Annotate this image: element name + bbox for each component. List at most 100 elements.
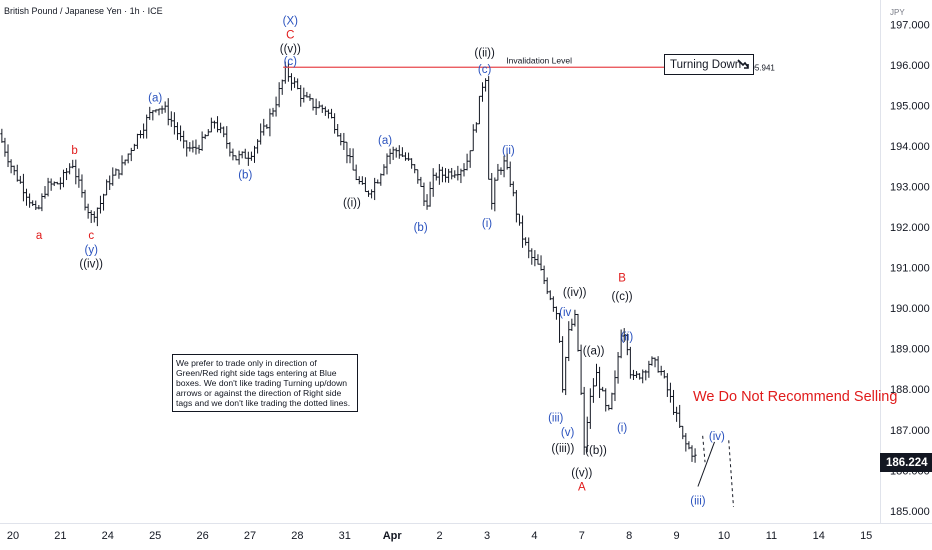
ohlc-bar-175 bbox=[539, 255, 543, 271]
ohlc-bar-185 bbox=[570, 318, 574, 331]
ohlc-bar-33 bbox=[101, 193, 106, 211]
ohlc-bar-170 bbox=[524, 237, 528, 246]
ohlc-bar-168 bbox=[517, 213, 522, 226]
ohlc-bar-16 bbox=[49, 178, 53, 191]
x-tick-label-12: 7 bbox=[579, 530, 585, 542]
ohlc-bar-179 bbox=[551, 296, 555, 312]
ohlc-bar-19 bbox=[58, 177, 62, 190]
ohlc-bar-131 bbox=[403, 152, 408, 161]
wave-label-24: ((b)) bbox=[585, 445, 607, 457]
ohlc-bar-22 bbox=[68, 163, 72, 175]
ohlc-bar-139 bbox=[428, 181, 432, 207]
ohlc-bar-149 bbox=[459, 168, 463, 184]
ohlc-bar-54 bbox=[166, 98, 170, 126]
ohlc-bar-201 bbox=[619, 329, 623, 359]
ohlc-bar-137 bbox=[422, 182, 426, 207]
ohlc-bar-143 bbox=[440, 166, 445, 183]
warning-text: We Do Not Recommend Selling bbox=[693, 389, 898, 405]
ohlc-bar-10 bbox=[31, 200, 35, 207]
invalidation-value: 195.941 bbox=[746, 63, 775, 72]
ohlc-bar-32 bbox=[98, 195, 103, 214]
ohlc-bar-81 bbox=[249, 151, 254, 161]
ohlc-bar-133 bbox=[410, 158, 414, 169]
ohlc-bar-58 bbox=[178, 125, 183, 142]
ohlc-bar-45 bbox=[138, 130, 143, 139]
ohlc-bar-164 bbox=[505, 152, 509, 170]
y-tick-label-3: 188.000 bbox=[890, 384, 930, 396]
ohlc-bar-205 bbox=[631, 369, 636, 381]
ohlc-bar-39 bbox=[120, 155, 124, 176]
ohlc-bar-72 bbox=[222, 126, 226, 138]
ohlc-bar-125 bbox=[385, 153, 389, 175]
ohlc-bar-80 bbox=[246, 151, 250, 166]
ohlc-bar-120 bbox=[369, 189, 374, 199]
ohlc-bar-129 bbox=[397, 145, 401, 159]
ohlc-bar-213 bbox=[656, 356, 660, 373]
ohlc-bar-181 bbox=[557, 312, 562, 343]
ohlc-bar-116 bbox=[357, 176, 361, 185]
ohlc-bar-5 bbox=[15, 164, 19, 182]
turning-down-label: Turning Down bbox=[670, 58, 742, 71]
ohlc-bar-74 bbox=[228, 142, 232, 157]
ohlc-bar-96 bbox=[296, 78, 300, 90]
ohlc-bar-191 bbox=[588, 388, 592, 429]
ohlc-bar-209 bbox=[644, 369, 648, 381]
time-axis-separator bbox=[0, 523, 932, 524]
price-axis-separator bbox=[880, 0, 881, 523]
ohlc-bar-43 bbox=[132, 143, 136, 152]
ohlc-bar-128 bbox=[394, 147, 398, 158]
ohlc-bar-171 bbox=[527, 237, 531, 259]
ohlc-bar-194 bbox=[597, 366, 602, 398]
ohlc-bar-165 bbox=[508, 161, 512, 188]
ohlc-bar-14 bbox=[43, 186, 47, 199]
ohlc-bar-206 bbox=[634, 371, 639, 379]
wave-label-29: ((v)) bbox=[571, 467, 592, 479]
ohlc-bar-196 bbox=[604, 388, 608, 412]
ohlc-bar-144 bbox=[443, 168, 448, 183]
ohlc-bar-46 bbox=[141, 123, 146, 139]
ohlc-bar-24 bbox=[74, 159, 78, 185]
ohlc-bar-219 bbox=[675, 406, 679, 422]
wave-label-23: ((iii)) bbox=[551, 443, 574, 455]
x-tick-label-6: 28 bbox=[291, 530, 303, 542]
ohlc-bar-160 bbox=[493, 177, 497, 212]
projection-line-up bbox=[697, 441, 715, 487]
ohlc-bar-87 bbox=[268, 108, 272, 137]
ohlc-bar-152 bbox=[468, 150, 472, 168]
ohlc-bar-188 bbox=[579, 344, 583, 396]
ohlc-bar-193 bbox=[594, 363, 599, 387]
ohlc-bar-77 bbox=[237, 150, 241, 165]
x-tick-label-0: 20 bbox=[7, 530, 19, 542]
ohlc-bar-145 bbox=[447, 168, 451, 183]
ohlc-bar-63 bbox=[194, 139, 198, 155]
ohlc-bar-56 bbox=[172, 112, 176, 135]
ohlc-bar-117 bbox=[360, 176, 364, 185]
ohlc-bar-215 bbox=[662, 370, 666, 379]
ohlc-bar-99 bbox=[305, 91, 309, 98]
turning-down-box: Turning Down bbox=[664, 54, 754, 75]
ohlc-bar-124 bbox=[382, 164, 386, 176]
ohlc-bar-95 bbox=[292, 77, 297, 88]
ohlc-bar-199 bbox=[613, 370, 617, 402]
wave-label-26: ((c)) bbox=[612, 291, 633, 303]
ohlc-bar-47 bbox=[145, 114, 149, 139]
ohlc-bar-126 bbox=[388, 148, 392, 165]
x-tick-label-3: 25 bbox=[149, 530, 161, 542]
ohlc-bar-156 bbox=[480, 82, 485, 102]
ohlc-bar-204 bbox=[628, 346, 632, 379]
ohlc-bar-21 bbox=[64, 168, 69, 181]
ohlc-bar-62 bbox=[191, 140, 195, 153]
arrow-down-right-icon bbox=[737, 59, 749, 69]
ohlc-bar-121 bbox=[373, 177, 377, 201]
wave-label-11: ((i)) bbox=[343, 198, 361, 210]
wave-label-30: A bbox=[578, 482, 586, 494]
ohlc-bar-177 bbox=[545, 277, 549, 295]
ohlc-bar-163 bbox=[502, 155, 506, 178]
ohlc-bar-110 bbox=[339, 133, 343, 146]
ohlc-bar-136 bbox=[419, 176, 423, 188]
ohlc-bar-13 bbox=[40, 193, 44, 212]
ohlc-bar-153 bbox=[471, 124, 475, 152]
ohlc-bar-28 bbox=[86, 203, 90, 219]
ohlc-bar-154 bbox=[474, 122, 478, 133]
